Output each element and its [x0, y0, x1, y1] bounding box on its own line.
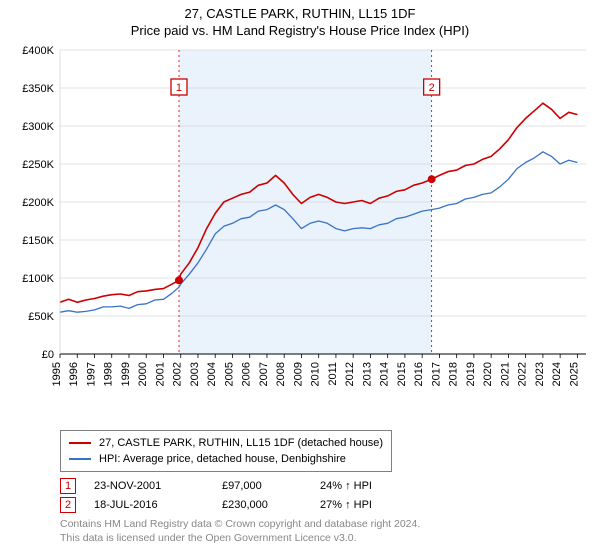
footer-line1: Contains HM Land Registry data © Crown c…: [60, 517, 592, 531]
svg-text:2023: 2023: [534, 362, 546, 386]
svg-text:£400K: £400K: [22, 45, 54, 57]
svg-text:2025: 2025: [568, 362, 580, 386]
marker-number-box: 1: [60, 478, 76, 494]
svg-text:£150K: £150K: [22, 235, 54, 247]
marker-price: £97,000: [222, 480, 302, 492]
marker-pct: 27% ↑ HPI: [320, 499, 410, 511]
svg-text:2004: 2004: [206, 362, 218, 386]
legend-row: 27, CASTLE PARK, RUTHIN, LL15 1DF (detac…: [69, 435, 383, 451]
footer-line2: This data is licensed under the Open Gov…: [60, 531, 592, 545]
svg-text:2007: 2007: [258, 362, 270, 386]
chart-title: 27, CASTLE PARK, RUTHIN, LL15 1DF: [8, 6, 592, 21]
svg-text:£0: £0: [42, 349, 54, 361]
line-chart: £0 £50K £100K £150K £200K £250K £300K £350K £400…: [8, 44, 592, 424]
svg-text:2017: 2017: [430, 362, 442, 386]
legend-row: HPI: Average price, detached house, Denb…: [69, 451, 383, 467]
legend-label: 27, CASTLE PARK, RUTHIN, LL15 1DF (detac…: [99, 435, 383, 451]
footer-attribution: Contains HM Land Registry data © Crown c…: [60, 517, 592, 545]
svg-text:1996: 1996: [68, 362, 80, 386]
legend: 27, CASTLE PARK, RUTHIN, LL15 1DF (detac…: [60, 430, 392, 472]
svg-text:2018: 2018: [448, 362, 460, 386]
svg-text:1: 1: [176, 82, 182, 94]
svg-text:2021: 2021: [499, 362, 511, 386]
svg-text:1999: 1999: [120, 362, 132, 386]
marker-price: £230,000: [222, 499, 302, 511]
svg-text:2005: 2005: [223, 362, 235, 386]
svg-text:2006: 2006: [241, 362, 253, 386]
svg-text:2022: 2022: [517, 362, 529, 386]
svg-text:2003: 2003: [189, 362, 201, 386]
marker-row: 2 18-JUL-2016 £230,000 27% ↑ HPI: [60, 497, 592, 513]
svg-text:£50K: £50K: [28, 311, 54, 323]
marker-number-box: 2: [60, 497, 76, 513]
svg-text:1997: 1997: [85, 362, 97, 386]
svg-text:2002: 2002: [172, 362, 184, 386]
svg-text:2009: 2009: [292, 362, 304, 386]
chart-subtitle: Price paid vs. HM Land Registry's House …: [8, 23, 592, 38]
marker-date: 23-NOV-2001: [94, 480, 204, 492]
marker-row: 1 23-NOV-2001 £97,000 24% ↑ HPI: [60, 478, 592, 494]
marker-pct: 24% ↑ HPI: [320, 480, 410, 492]
svg-text:2013: 2013: [361, 362, 373, 386]
chart-area: £0 £50K £100K £150K £200K £250K £300K £350K £400…: [8, 44, 592, 424]
svg-text:1995: 1995: [51, 362, 63, 386]
svg-text:2008: 2008: [275, 362, 287, 386]
marker-date: 18-JUL-2016: [94, 499, 204, 511]
svg-text:2: 2: [429, 82, 435, 94]
svg-text:2015: 2015: [396, 362, 408, 386]
svg-text:2019: 2019: [465, 362, 477, 386]
svg-text:2010: 2010: [310, 362, 322, 386]
svg-text:1998: 1998: [103, 362, 115, 386]
svg-text:2020: 2020: [482, 362, 494, 386]
legend-swatch: [69, 442, 91, 444]
svg-text:2024: 2024: [551, 362, 563, 386]
svg-text:2012: 2012: [344, 362, 356, 386]
legend-label: HPI: Average price, detached house, Denb…: [99, 451, 346, 467]
marker-table: 1 23-NOV-2001 £97,000 24% ↑ HPI 2 18-JUL-2016…: [8, 478, 592, 513]
svg-text:2001: 2001: [154, 362, 166, 386]
svg-text:2016: 2016: [413, 362, 425, 386]
svg-text:2011: 2011: [327, 362, 339, 386]
svg-text:£200K: £200K: [22, 197, 54, 209]
svg-text:£250K: £250K: [22, 159, 54, 171]
svg-text:2014: 2014: [379, 362, 391, 386]
svg-text:2000: 2000: [137, 362, 149, 386]
svg-text:£350K: £350K: [22, 83, 54, 95]
svg-text:£100K: £100K: [22, 273, 54, 285]
svg-text:£300K: £300K: [22, 121, 54, 133]
legend-swatch: [69, 458, 91, 460]
